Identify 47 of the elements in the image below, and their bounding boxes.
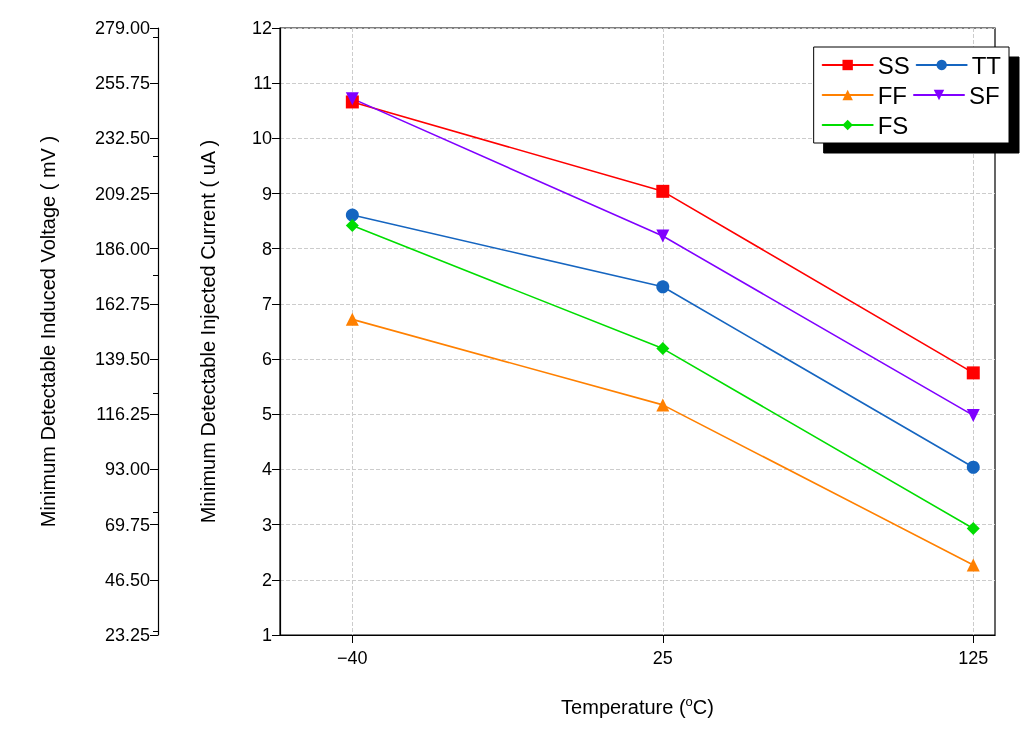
- y-tick-label: 3: [261, 514, 272, 535]
- legend-label: SS: [877, 51, 910, 79]
- point: [966, 558, 980, 572]
- y2-tick-label: 116.25: [96, 404, 150, 425]
- y-tick-label: 11: [253, 73, 272, 94]
- y-tick-label: 8: [261, 238, 272, 259]
- point: [966, 366, 980, 380]
- point: [656, 398, 670, 412]
- y2-axis-title: Minimum Detectable Induced Voltage ( mV ): [37, 135, 59, 528]
- point: [966, 408, 980, 422]
- y2-tick-label: 139.50: [94, 349, 150, 370]
- y2-tick-label: 232.50: [94, 128, 150, 149]
- y-tick-label: 4: [261, 459, 272, 480]
- y2-tick-label: 23.25: [104, 625, 150, 645]
- y-tick-label: 2: [261, 569, 272, 590]
- point: [345, 219, 359, 233]
- x-tick-label: −40: [337, 648, 368, 668]
- y2-tick-label: 279.00: [94, 18, 150, 38]
- x-tick-label: 125: [958, 648, 989, 668]
- y-tick-label: 6: [261, 349, 272, 370]
- legend-label: FS: [877, 111, 909, 139]
- y-tick-label: 5: [261, 404, 272, 425]
- y-tick-label: 10: [251, 128, 272, 149]
- y-tick-label: 12: [251, 18, 272, 38]
- legend-label: TT: [971, 51, 1002, 79]
- point: [966, 460, 980, 474]
- y-tick-label: 1: [261, 625, 272, 645]
- point: [966, 522, 980, 535]
- y2-tick-label: 186.00: [94, 238, 150, 259]
- legend-label: SF: [968, 81, 1000, 109]
- y-tick-label: 7: [261, 293, 272, 314]
- y2-tick-label: 162.75: [94, 293, 150, 314]
- y2-tick-label: 255.75: [94, 73, 150, 94]
- y2-tick-label: 209.25: [94, 183, 150, 204]
- point: [656, 342, 670, 356]
- y2-tick-label: 46.50: [104, 569, 150, 590]
- y2-tick-label: 69.75: [104, 514, 150, 535]
- legend-label: FF: [877, 81, 907, 109]
- y-tick-label: 9: [261, 183, 272, 204]
- point: [656, 229, 670, 243]
- point: [656, 184, 670, 198]
- x-tick-label: 25: [652, 648, 673, 668]
- point: [656, 280, 670, 294]
- point: [345, 208, 359, 222]
- y2-tick-label: 93.00: [104, 459, 150, 480]
- y-axis-title: Minimum Detectable Injected Current ( uA ): [197, 139, 219, 524]
- point: [345, 312, 359, 326]
